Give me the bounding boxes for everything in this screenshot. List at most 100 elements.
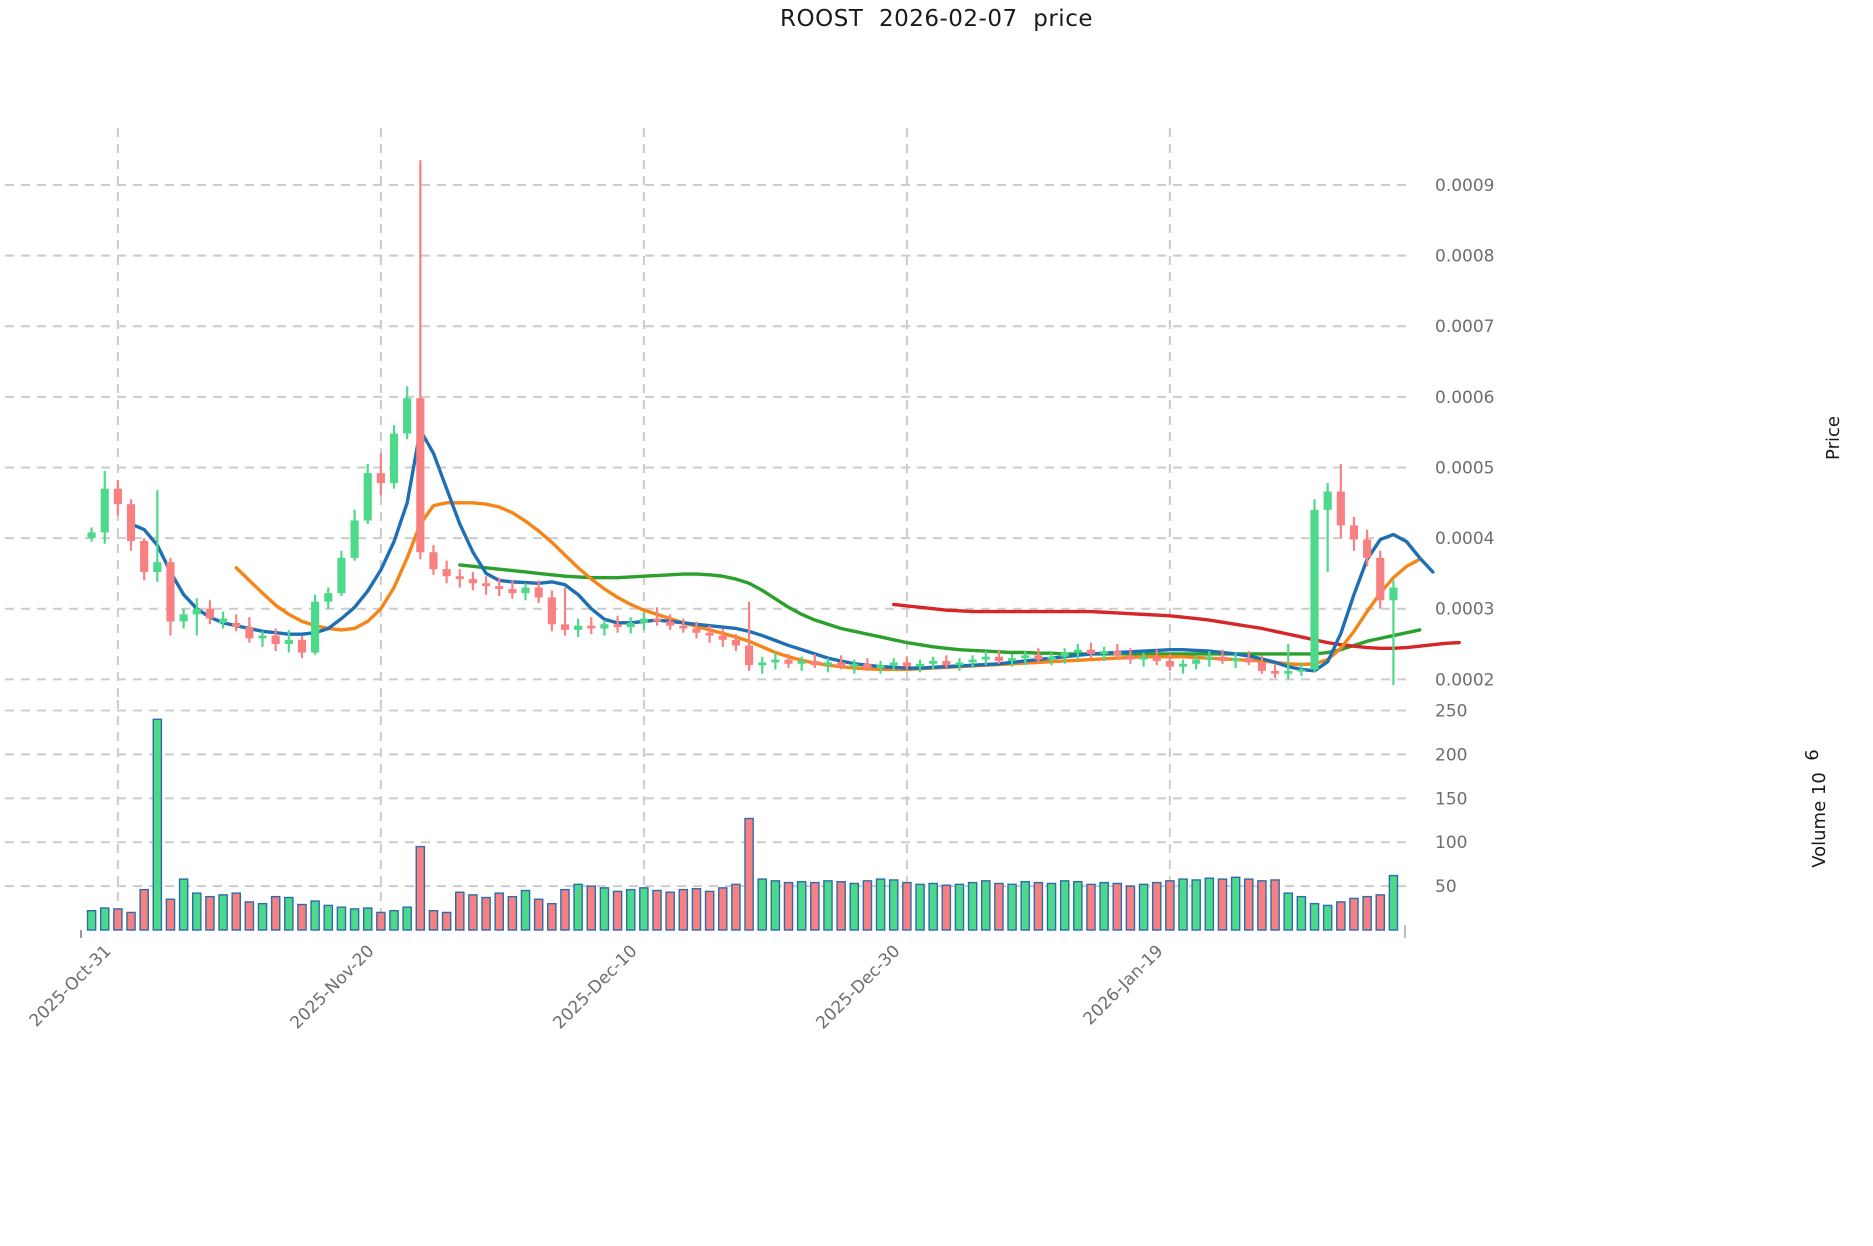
volume-bar bbox=[113, 908, 123, 931]
volume-bar bbox=[99, 907, 110, 931]
candle bbox=[547, 590, 556, 632]
volume-bar bbox=[586, 885, 597, 931]
candle-body bbox=[1152, 656, 1161, 661]
ytick-price: 0.0003 bbox=[1435, 600, 1494, 620]
candle bbox=[1205, 651, 1214, 667]
candle-body bbox=[692, 628, 701, 633]
candle-body bbox=[1218, 656, 1227, 661]
volume-bar bbox=[415, 845, 426, 931]
candle-body bbox=[297, 639, 307, 653]
candle-body bbox=[784, 659, 793, 664]
candle-body bbox=[771, 659, 780, 663]
volume-bar bbox=[1230, 876, 1241, 931]
candle bbox=[232, 614, 241, 632]
volume-bar bbox=[297, 903, 307, 931]
candle bbox=[600, 620, 609, 636]
candle bbox=[666, 614, 675, 630]
candle-body bbox=[902, 662, 911, 667]
candle bbox=[1363, 529, 1372, 567]
candle bbox=[1126, 648, 1135, 664]
candle-body bbox=[403, 398, 412, 434]
candle-body bbox=[955, 662, 964, 666]
volume-bar bbox=[1073, 881, 1083, 931]
volume-bar bbox=[1112, 882, 1123, 931]
volume-bar bbox=[1322, 904, 1333, 931]
candle-body bbox=[1257, 662, 1267, 671]
candle bbox=[442, 560, 451, 584]
candle-body bbox=[1310, 509, 1319, 670]
volume-bar bbox=[1020, 881, 1031, 931]
xtick-label: 2025-Dec-30 bbox=[812, 941, 904, 1033]
candle bbox=[113, 480, 122, 516]
volume-bar bbox=[1191, 879, 1201, 931]
xtick-label: 2025-Nov-20 bbox=[287, 941, 379, 1033]
volume-bar bbox=[1257, 880, 1267, 931]
candle-body bbox=[1034, 655, 1043, 660]
volume-bar bbox=[349, 908, 360, 931]
candle bbox=[850, 659, 859, 674]
volume-bar bbox=[704, 890, 715, 931]
ma-line-orange bbox=[234, 501, 1422, 672]
candle-body bbox=[560, 624, 570, 630]
candle bbox=[455, 569, 464, 588]
volume-bar bbox=[1349, 897, 1359, 931]
candle-body bbox=[258, 635, 267, 639]
candle-body bbox=[1244, 658, 1253, 663]
candle-body bbox=[376, 473, 385, 484]
volume-bar bbox=[520, 889, 531, 931]
candle bbox=[1086, 642, 1096, 659]
candle bbox=[705, 625, 714, 643]
volume-bar bbox=[691, 888, 702, 931]
candle-body bbox=[1297, 669, 1306, 672]
candle-body bbox=[1323, 491, 1332, 510]
volume-bar bbox=[191, 892, 202, 931]
candle bbox=[87, 527, 96, 542]
candle bbox=[258, 631, 267, 647]
volume-bar bbox=[244, 901, 255, 931]
candle-body bbox=[718, 635, 727, 640]
volume-bar bbox=[1336, 901, 1346, 931]
candle bbox=[587, 617, 596, 635]
volume-bar bbox=[494, 892, 505, 931]
volume-bar bbox=[1375, 894, 1386, 931]
candle-body bbox=[679, 625, 688, 629]
volume-bar bbox=[915, 883, 925, 931]
volume-bar bbox=[402, 906, 412, 931]
candle bbox=[692, 621, 701, 639]
volume-bar bbox=[1296, 895, 1307, 931]
candle-body bbox=[823, 662, 833, 666]
candle bbox=[1073, 644, 1082, 660]
candle bbox=[126, 499, 136, 551]
candle bbox=[179, 608, 188, 629]
volume-bar bbox=[573, 883, 583, 931]
candle-body bbox=[850, 663, 859, 667]
candle-body bbox=[639, 618, 648, 623]
candle-body bbox=[600, 624, 609, 629]
candle bbox=[863, 658, 872, 671]
candle bbox=[718, 628, 727, 647]
candle bbox=[744, 601, 754, 671]
candle bbox=[297, 635, 307, 659]
volume-bar bbox=[362, 907, 373, 931]
candle bbox=[942, 655, 951, 669]
candle bbox=[902, 656, 911, 670]
candle bbox=[1310, 499, 1319, 673]
candle bbox=[1376, 550, 1385, 609]
volume-axis-exponent: 6 bbox=[1802, 749, 1823, 760]
volume-bar bbox=[126, 911, 136, 931]
volume-bar bbox=[665, 891, 675, 931]
volume-bar bbox=[1178, 878, 1188, 931]
volume-bar bbox=[376, 911, 386, 931]
candle-body bbox=[1192, 659, 1201, 664]
ytick-volume: 50 bbox=[1435, 877, 1457, 897]
candle-body bbox=[547, 597, 556, 625]
candle bbox=[1389, 580, 1398, 685]
candle-body bbox=[1205, 656, 1214, 660]
volume-bar bbox=[441, 911, 452, 931]
candle bbox=[166, 557, 175, 636]
candle-body bbox=[797, 660, 806, 664]
candle bbox=[1034, 648, 1043, 663]
candle bbox=[1218, 649, 1227, 664]
candle-body bbox=[1126, 655, 1135, 660]
